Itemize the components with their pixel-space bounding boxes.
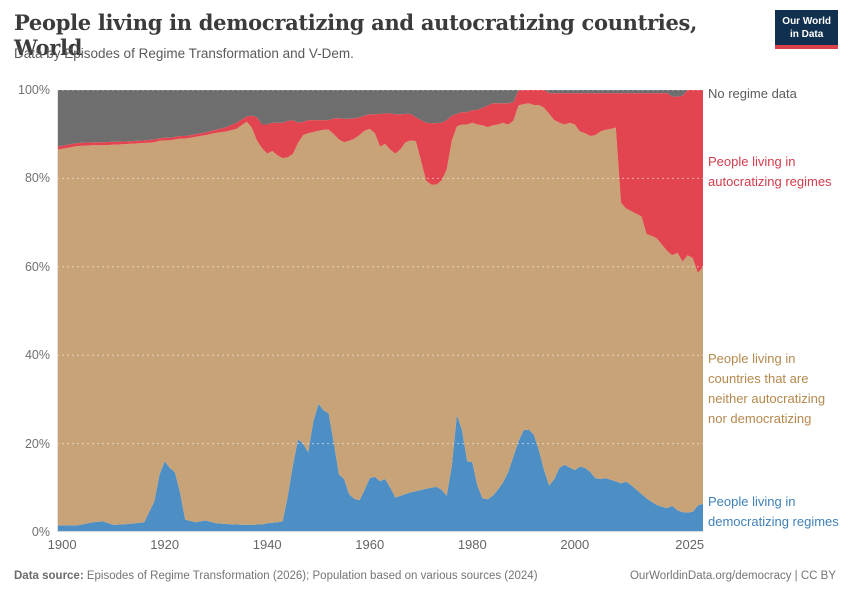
chart-area: [57, 89, 704, 537]
y-tick-label-80: 80%: [24, 171, 50, 186]
legend-label-neither[interactable]: People living in countries that are neit…: [708, 351, 826, 426]
owid-logo-line2: in Data: [789, 28, 824, 40]
area-neither[interactable]: [57, 103, 703, 526]
data-source-label: Data source:: [14, 570, 84, 582]
area-democratizing[interactable]: [57, 403, 703, 532]
x-tick-label-1920: 1920: [150, 537, 180, 552]
page-title: People living in democratizing and autoc…: [14, 10, 698, 60]
x-tick-label-2025: 2025: [675, 537, 705, 552]
area-autocratizing[interactable]: [57, 90, 703, 273]
area-no_regime_data[interactable]: [57, 90, 703, 147]
chart-subtitle: Data by Episodes of Regime Transformatio…: [14, 46, 354, 61]
owid-logo: Our World in Data: [775, 10, 838, 49]
x-tick-label-1900: 1900: [47, 537, 77, 552]
owid-license-link[interactable]: OurWorldinData.org/democracy | CC BY: [629, 570, 836, 582]
legend-label-autocratizing[interactable]: People living in autocratizing regimes: [708, 154, 832, 189]
data-source-note: Data source: Episodes of Regime Transfor…: [14, 570, 538, 582]
chart-footer: Data source: Episodes of Regime Transfor…: [14, 570, 836, 582]
x-tick-label-1940: 1940: [252, 537, 282, 552]
y-tick-label-0: 0%: [31, 525, 50, 539]
legend-label-no_regime_data[interactable]: No regime data: [708, 86, 797, 101]
x-tick-label-2000: 2000: [560, 537, 590, 552]
y-tick-label-100: 100%: [18, 83, 50, 97]
x-tick-label-1960: 1960: [355, 537, 385, 552]
legend-label-democratizing[interactable]: People living in democratizing regimes: [708, 494, 839, 529]
stacked-area-plot: [57, 89, 704, 537]
owid-logo-line1: Our World: [782, 16, 831, 27]
y-tick-label-20: 20%: [24, 436, 50, 451]
y-tick-label-60: 60%: [24, 259, 50, 274]
x-tick-label-1980: 1980: [457, 537, 487, 552]
y-tick-label-40: 40%: [24, 348, 50, 363]
data-source-text: Episodes of Regime Transformation (2026)…: [83, 570, 538, 582]
